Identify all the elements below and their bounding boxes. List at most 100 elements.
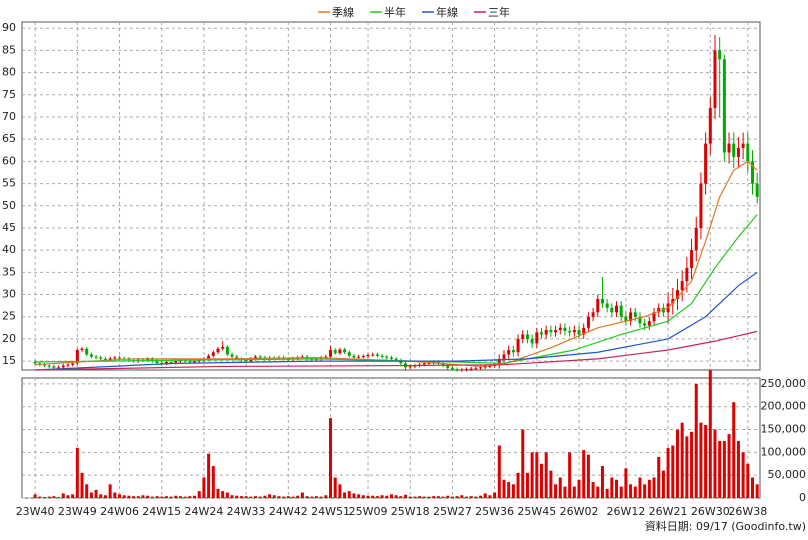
y2-tick-label: 0 xyxy=(799,491,806,504)
candle-body xyxy=(619,305,623,317)
candle-body xyxy=(103,358,107,361)
volume-bar xyxy=(380,495,384,498)
legend-label: 三年 xyxy=(488,5,510,19)
y-tick-label: 80 xyxy=(2,66,16,79)
volume-bar xyxy=(713,429,717,498)
volume-bar xyxy=(352,493,356,498)
candle-body xyxy=(615,305,619,313)
volume-bar xyxy=(643,484,647,498)
candle-body xyxy=(657,307,661,313)
volume-bar xyxy=(722,440,726,498)
candle-body xyxy=(385,356,389,358)
volume-bar xyxy=(652,477,656,498)
x-tick-label: 24W33 xyxy=(227,505,266,518)
x-tick-label: 26W30 xyxy=(691,505,730,518)
price-frame xyxy=(21,21,761,371)
volume-bar xyxy=(230,495,234,498)
volume-bar xyxy=(169,496,173,498)
volume-bar xyxy=(286,496,290,498)
y2-tick-label: 50,000 xyxy=(768,468,807,481)
candle-body xyxy=(389,357,393,359)
volume-bar xyxy=(727,434,731,498)
volume-bar xyxy=(235,495,239,498)
volume-bar xyxy=(586,454,590,498)
volume-bar xyxy=(282,496,286,498)
candle-body xyxy=(699,183,703,228)
volume-bar xyxy=(629,484,633,498)
volume-bar xyxy=(300,492,304,498)
candle-body xyxy=(558,327,562,331)
volume-bar xyxy=(694,383,698,498)
y-tick-label: 55 xyxy=(2,177,16,190)
candle-body xyxy=(357,356,361,358)
volume-bar xyxy=(127,495,131,498)
volume-bar xyxy=(347,491,351,498)
volume-bar xyxy=(103,495,107,498)
candle-body xyxy=(474,368,478,370)
volume-bar xyxy=(619,486,623,498)
x-tick-label: 24W42 xyxy=(269,505,308,518)
volume-bar xyxy=(47,496,51,498)
volume-bar xyxy=(657,456,661,498)
legend-label: 季線 xyxy=(332,5,354,19)
volume-bar xyxy=(563,486,567,498)
volume-bar xyxy=(38,496,42,498)
volume-bar xyxy=(708,370,712,498)
volume-bar xyxy=(361,495,365,498)
volume-bar xyxy=(446,495,450,498)
volume-bar xyxy=(296,495,300,498)
candle-body xyxy=(375,354,379,356)
volume-bar xyxy=(474,496,478,498)
volume-bar xyxy=(666,447,670,498)
candle-body xyxy=(643,323,647,326)
candle-body xyxy=(164,362,168,364)
candle-body xyxy=(235,356,239,359)
candle-body xyxy=(450,367,454,370)
candle-body xyxy=(61,365,65,368)
volume-bar xyxy=(488,495,492,498)
volume-bar xyxy=(427,496,431,498)
candle-body xyxy=(188,361,192,363)
volume-bar xyxy=(507,482,511,498)
volume-bar xyxy=(291,496,295,498)
ma-line xyxy=(35,330,758,371)
candle-body xyxy=(408,366,412,368)
volume-bar xyxy=(432,496,436,498)
x-tick-label: 26W38 xyxy=(728,505,767,518)
candle-body xyxy=(33,362,37,364)
volume-bar xyxy=(544,452,548,498)
volume-bar xyxy=(371,495,375,498)
volume-bar xyxy=(516,472,520,498)
candle-body xyxy=(488,366,492,368)
candle-body xyxy=(47,365,51,367)
x-tick-label: 26W12 xyxy=(606,505,645,518)
volume-bar xyxy=(741,452,745,498)
candle-body xyxy=(624,316,628,322)
volume-bar xyxy=(469,496,473,498)
volume-bar xyxy=(43,497,47,498)
volume-bar xyxy=(605,488,609,498)
y-tick-label: 25 xyxy=(2,310,16,323)
candle-body xyxy=(361,356,365,358)
candle-body xyxy=(605,303,609,308)
x-tick-label: 25W45 xyxy=(517,505,556,518)
candle-body xyxy=(586,316,590,328)
candle-body xyxy=(502,354,506,359)
volume-bar xyxy=(577,479,581,498)
volume-bar xyxy=(389,494,393,498)
candle-body xyxy=(52,366,56,368)
ma-line xyxy=(35,160,758,368)
footer: 資料日期: 09/17 (Goodinfo.tw) xyxy=(645,519,806,533)
candle-body xyxy=(525,334,529,339)
candle-body xyxy=(755,183,759,197)
volume-bar xyxy=(164,496,168,498)
candle-body xyxy=(329,350,333,357)
y-tick-label: 70 xyxy=(2,110,16,123)
volume-bar xyxy=(675,429,679,498)
volume-bar xyxy=(333,477,337,498)
volume-bar xyxy=(310,496,314,498)
candle-body xyxy=(535,332,539,344)
candle-body xyxy=(99,357,103,359)
volume-bar xyxy=(549,470,553,498)
volume-bar xyxy=(57,497,61,498)
